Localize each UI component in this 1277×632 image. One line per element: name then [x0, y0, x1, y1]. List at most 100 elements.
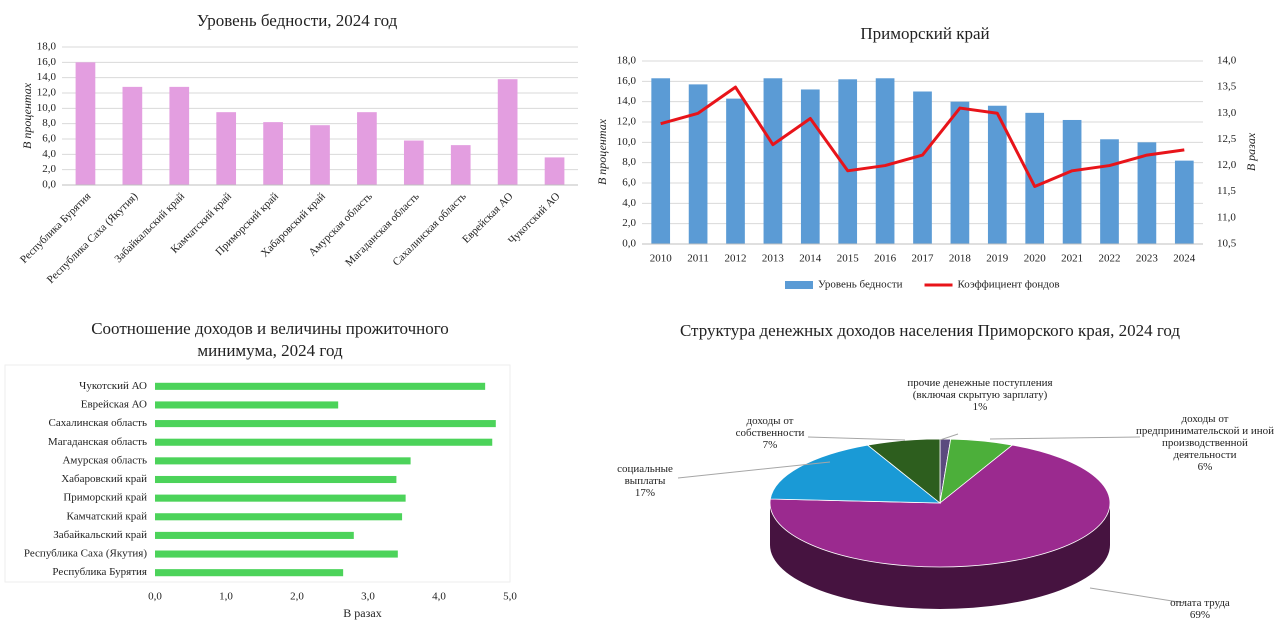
bar: [1174, 160, 1194, 244]
x-tick-label: 2020: [1024, 253, 1047, 265]
x-tick-label: 2012: [725, 253, 747, 265]
y-tick-label: 12,0: [37, 87, 57, 99]
y-axis-label: В процентах: [20, 82, 34, 149]
pie-value-label: 1%: [972, 401, 988, 413]
y-tick-label: Камчатский край: [67, 510, 148, 522]
legend-swatch: [785, 281, 813, 289]
bar: [688, 84, 708, 244]
x-tick-label: 2014: [799, 253, 822, 265]
pie-label: оплата труда 69%: [1170, 597, 1230, 621]
pie-category: доходы от собственности: [735, 415, 805, 439]
bar: [1100, 139, 1119, 244]
y-tick-label: 16,0: [37, 56, 57, 68]
y-tick-label: 4,0: [622, 197, 636, 209]
pie-label: доходы от предпринимательской и иной про…: [1130, 413, 1277, 473]
pie-category: прочие денежные поступления (включая скр…: [907, 377, 1053, 401]
pie-label: социальные выплаты 17%: [600, 463, 690, 499]
pie-category: оплата труда: [1170, 597, 1230, 609]
leader-line: [989, 436, 1141, 440]
bar: [263, 122, 283, 185]
y-tick-label: 8,0: [42, 117, 56, 129]
y-tick-label: Еврейская АО: [81, 398, 147, 410]
x-tick-label: 2021: [1061, 253, 1083, 265]
line: [660, 85, 1185, 188]
y-tick-label: Сахалинская область: [49, 417, 147, 429]
pie-value-label: 69%: [1189, 609, 1211, 621]
bar: [450, 145, 471, 185]
legend-label: Уровень бедности: [818, 279, 903, 291]
x-tick-label: 2016: [874, 253, 897, 265]
bar: [155, 420, 496, 428]
y2-tick-label: 11,0: [1217, 211, 1236, 223]
leader-line: [807, 436, 906, 441]
y-tick-label: 12,0: [617, 116, 637, 128]
x-tick-label: 2011: [687, 253, 709, 265]
bar: [155, 550, 398, 558]
pie-category: социальные выплаты: [617, 463, 673, 487]
y2-tick-label: 11,5: [1217, 185, 1236, 197]
bar: [403, 140, 424, 185]
y2-axis-label: В разах: [1244, 132, 1258, 171]
y-tick-label: 6,0: [42, 133, 56, 145]
y2-tick-label: 12,5: [1217, 133, 1237, 145]
bar: [651, 78, 671, 245]
x-tick-label: 2023: [1136, 253, 1159, 265]
bar: [1062, 119, 1082, 244]
y-tick-label: Магаданская область: [48, 436, 147, 448]
leader-line: [677, 461, 831, 479]
y-tick-label: 0,0: [622, 238, 636, 250]
pie-category: доходы от предпринимательской и иной про…: [1135, 413, 1275, 461]
y-tick-label: 6,0: [622, 177, 636, 189]
x-tick-label: 2017: [912, 253, 935, 265]
bar: [544, 157, 565, 185]
y-tick-label: 16,0: [617, 75, 637, 87]
y-tick-label: Хабаровский край: [61, 473, 147, 485]
pie-slice: [769, 444, 942, 504]
chart-title: Структура денежных доходов населения При…: [679, 321, 1181, 340]
bar: [1137, 142, 1157, 244]
pie-side: [770, 503, 1110, 609]
x-tick-label: 3,0: [361, 591, 375, 603]
y2-tick-label: 14,0: [1217, 55, 1237, 67]
y2-tick-label: 10,5: [1217, 238, 1237, 250]
bar: [155, 382, 486, 390]
pie-value-label: 17%: [634, 487, 656, 499]
x-tick-label: 2013: [762, 253, 785, 265]
bar: [155, 531, 354, 539]
leader-line: [1089, 587, 1186, 604]
y-tick-label: 10,0: [617, 136, 637, 148]
y-tick-label: 2,0: [622, 217, 636, 229]
bar: [726, 98, 745, 244]
pie-value-label: 7%: [762, 439, 778, 451]
y-tick-label: 18,0: [37, 41, 57, 53]
plot-frame: [4, 364, 511, 583]
bar: [800, 89, 820, 244]
bar: [122, 86, 143, 185]
bar: [155, 438, 493, 446]
chart-title: Соотношение доходов и величины прожиточн…: [91, 319, 449, 360]
bar: [155, 401, 339, 409]
pie-label: прочие денежные поступления (включая скр…: [890, 377, 1070, 413]
bar: [155, 513, 403, 521]
y-tick-label: Приморский край: [63, 492, 147, 504]
y-tick-label: 18,0: [617, 55, 637, 67]
bar: [357, 112, 377, 185]
bar: [310, 125, 330, 185]
x-tick-label: 2010: [650, 253, 673, 265]
y-axis-label: В процентах: [595, 118, 609, 185]
pie-slice: [866, 438, 941, 504]
bar: [75, 62, 96, 186]
bar: [987, 105, 1007, 244]
y2-tick-label: 12,0: [1217, 159, 1237, 171]
y2-tick-label: 13,0: [1217, 107, 1237, 119]
bar: [216, 112, 237, 185]
chart-title: Уровень бедности, 2024 год: [197, 11, 398, 30]
bar: [497, 79, 518, 185]
pie-value-label: 6%: [1197, 461, 1213, 473]
bar: [1025, 112, 1045, 244]
bar: [838, 79, 858, 244]
y-tick-label: 8,0: [622, 156, 636, 168]
bar: [155, 569, 344, 577]
